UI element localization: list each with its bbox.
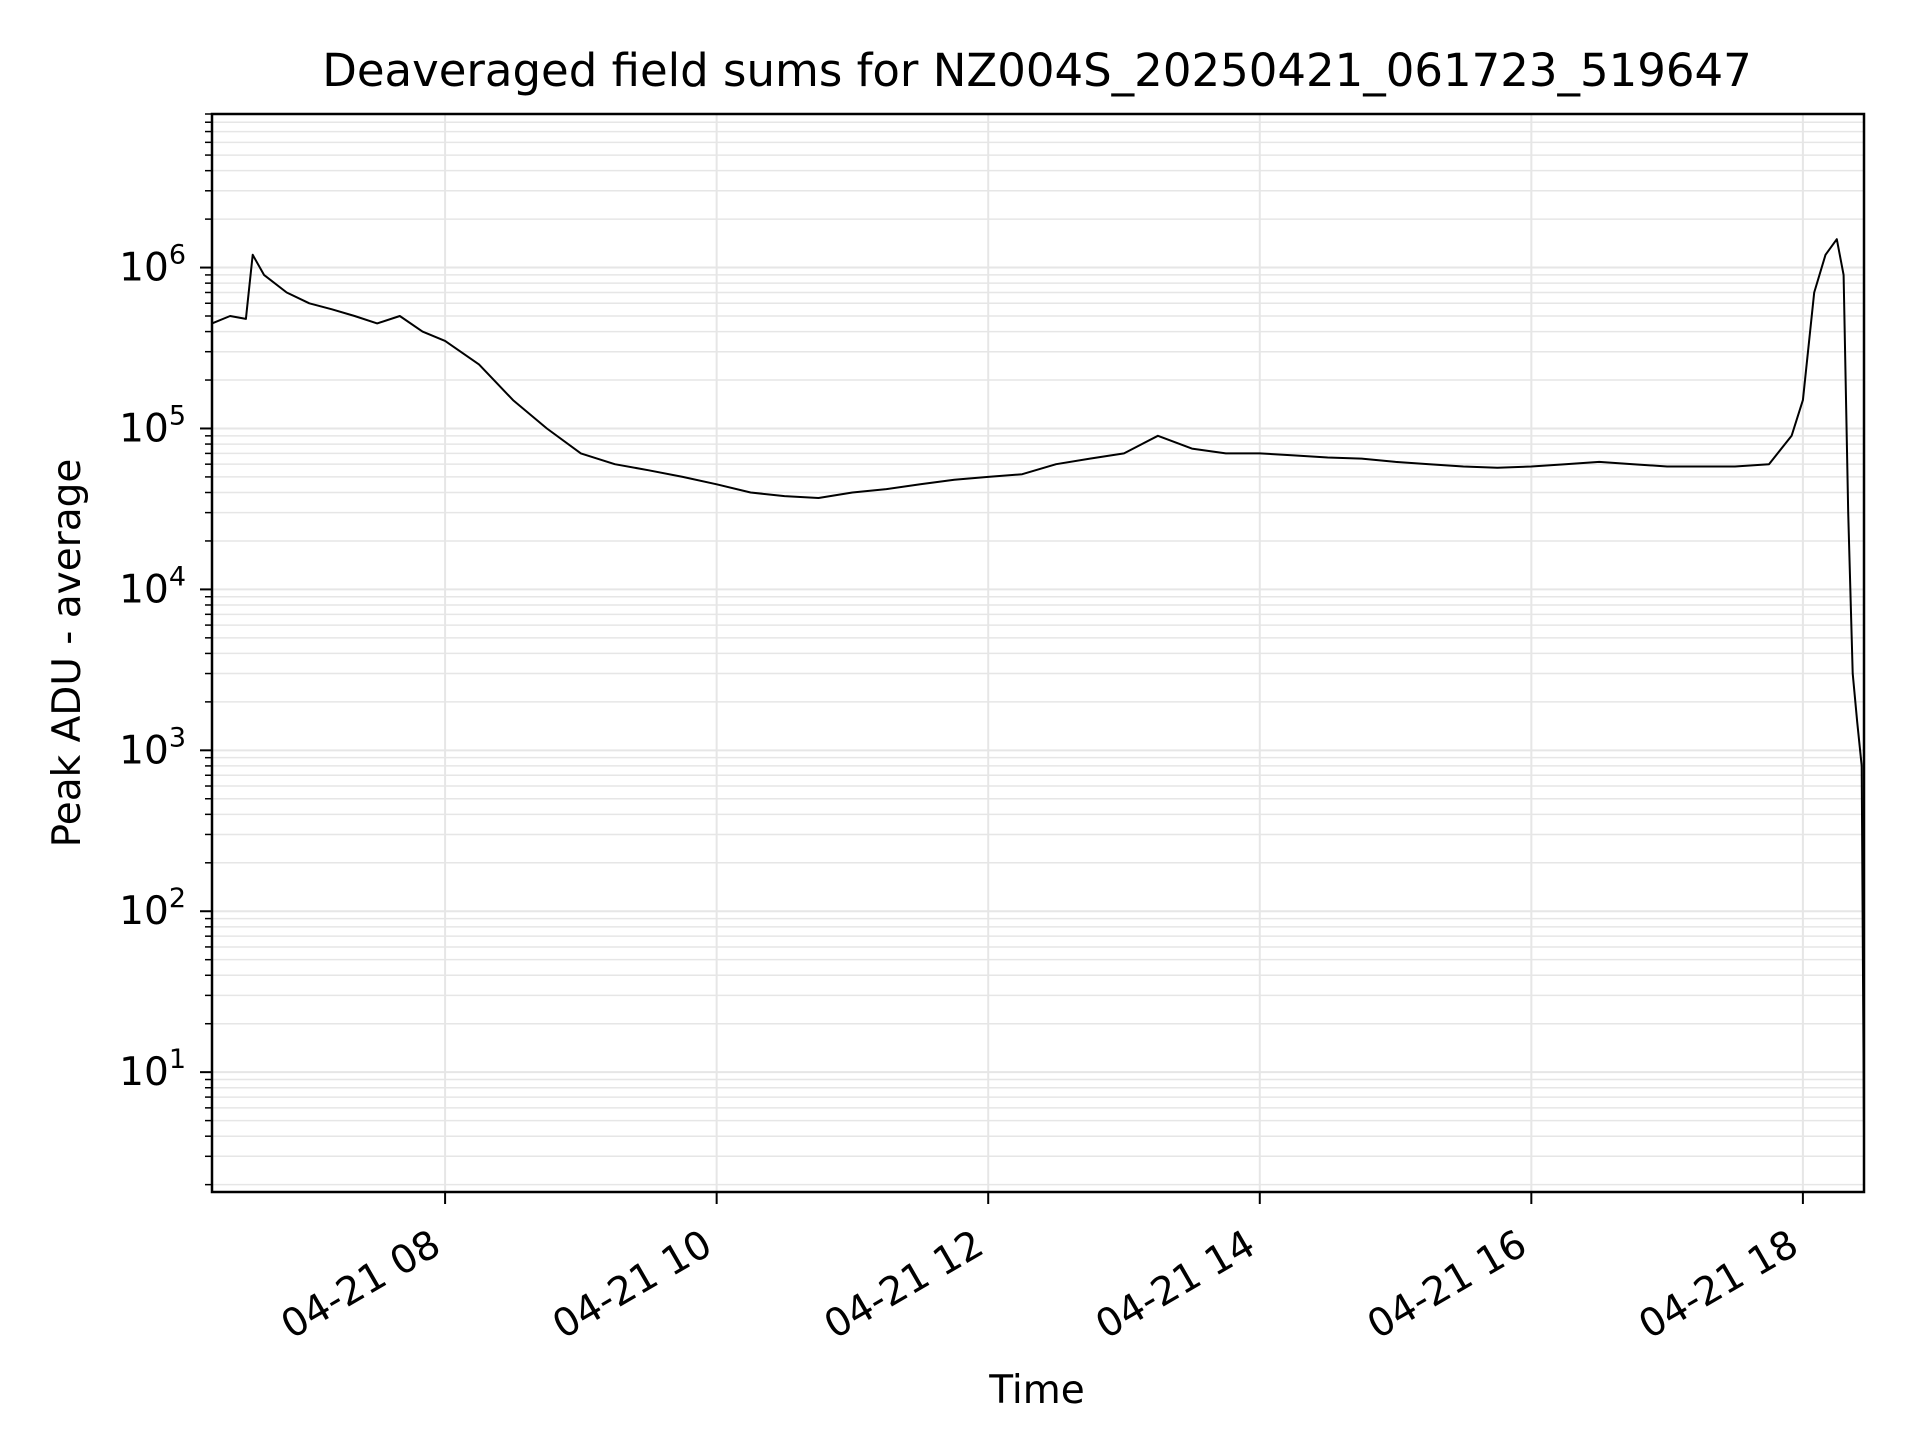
x-axis-label: Time	[988, 1368, 1084, 1413]
series-line	[211, 238, 1865, 1137]
y-tick-label: 102	[119, 883, 186, 934]
y-axis-label: Peak ADU - average	[45, 459, 90, 848]
chart-title: Deaveraged field sums for NZ004S_2025042…	[322, 44, 1752, 97]
y-tick-label: 105	[119, 400, 186, 451]
y-tick-label: 106	[119, 240, 186, 291]
y-tick-label: 101	[119, 1044, 186, 1095]
y-axis: 101 102 103 104 105 106	[119, 113, 212, 1186]
y-tick-label: 104	[119, 561, 186, 612]
y-tick-label: 103	[119, 722, 186, 773]
series-group	[211, 238, 1865, 1137]
grid	[212, 113, 1864, 1192]
